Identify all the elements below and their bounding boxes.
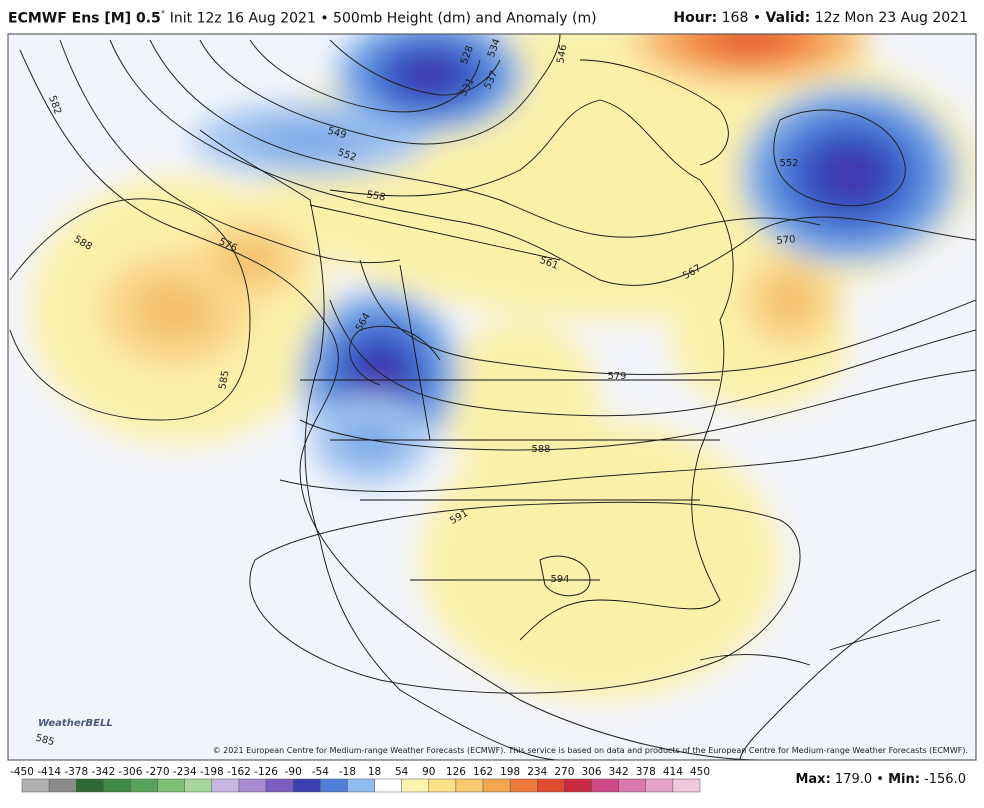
colorbar-label: -198 [200,766,224,778]
map-frame [7,33,977,761]
colorbar-label: 342 [609,766,629,778]
colorbar-label: 270 [554,766,574,778]
colorbar-swatch [157,778,185,793]
colorbar-swatch [347,778,375,793]
colorbar-label: -234 [173,766,197,778]
colorbar-label: -162 [227,766,251,778]
sep: • [320,10,329,27]
colorbar-label: -414 [37,766,61,778]
colorbar-swatch [401,778,430,793]
colorbar-label: -342 [91,766,115,778]
copyright: © 2021 European Centre for Medium-range … [213,746,968,755]
hour: 168 [721,10,749,26]
colorbar-label: -90 [285,766,302,778]
colorbar-swatch [537,778,565,793]
sep: • [752,10,762,26]
colorbar-swatch [265,778,294,793]
footer: Max: 179.0 • Min: -156.0 [795,772,966,787]
colorbar: -450 -414 -378 -342 -306 -270 -234 -198 -162 -126… [10,766,710,793]
model: ECMWF Ens [M] 0.5 [8,10,161,27]
colorbar-label: -378 [64,766,88,778]
colorbar-label: -18 [339,766,356,778]
header-left: ECMWF Ens [M] 0.5° Init 12z 16 Aug 2021 … [8,10,597,27]
colorbar-label: -54 [312,766,329,778]
colorbar-swatch [103,778,131,793]
colorbar-label: -306 [119,766,143,778]
colorbar-label: 450 [690,766,710,778]
coastlines [199,59,941,760]
min-label: Min: [888,772,920,787]
colorbar-swatch [75,778,104,793]
valid: 12z Mon 23 Aug 2021 [814,10,968,26]
contours [9,34,976,760]
contour-label: 558 [366,189,387,203]
colorbar-swatch [455,778,484,793]
header-right: Hour: 168 • Valid: 12z Mon 23 Aug 2021 [673,10,968,26]
colorbar-label: 414 [663,766,683,778]
colorbar-label: -450 [10,766,34,778]
colorbar-label: -126 [254,766,278,778]
colorbar-swatch [509,778,538,793]
max: 179.0 [834,772,873,787]
colorbar-label: 234 [527,766,547,778]
contour-label: 579 [607,371,626,382]
colorbar-swatch [672,778,701,793]
colorbar-swatch [428,778,457,793]
colorbar-label: 54 [395,766,409,778]
colorbar-label: -270 [146,766,170,778]
product: 500mb Height (dm) and Anomaly (m) [333,10,597,27]
colorbar-swatch [238,778,267,793]
contour-label: 585 [217,370,231,391]
colorbar-label: 378 [636,766,656,778]
colorbar-swatch [211,778,240,793]
colorbar-swatch [292,778,321,793]
valid-label: Valid: [765,10,811,26]
colorbar-label: 126 [446,766,466,778]
degree: ° [160,10,166,20]
colorbar-label: 90 [422,766,435,778]
min: -156.0 [924,772,966,787]
logo: WeatherBELL [38,718,113,729]
colorbar-label: 306 [581,766,601,778]
colorbar-swatch [130,778,158,793]
colorbar-swatch [48,778,77,793]
colorbar-swatch [374,778,402,793]
colorbar-label: 18 [368,766,381,778]
contour-label: 594 [550,574,569,585]
colorbar-swatch [591,778,619,793]
colorbar-swatch [618,778,647,793]
max-label: Max: [795,772,831,787]
init: Init 12z 16 Aug 2021 [169,10,316,27]
hour-label: Hour: [673,10,718,26]
contour-label: 552 [779,158,798,169]
colorbar-swatch [482,778,511,793]
colorbar-label: 162 [473,766,493,778]
contour-label: 570 [776,234,796,247]
colorbar-swatch [184,778,213,793]
contour-label: 588 [531,444,550,455]
contour-label: 549 [326,126,347,142]
contour-label: 585 [34,733,55,749]
colorbar-swatch [564,778,592,793]
colorbar-swatch [21,778,50,793]
colorbar-label: 198 [500,766,520,778]
contour-label: 546 [555,44,569,65]
sep: • [876,772,884,787]
colorbar-swatch [320,778,348,793]
colorbar-swatch [645,778,674,793]
